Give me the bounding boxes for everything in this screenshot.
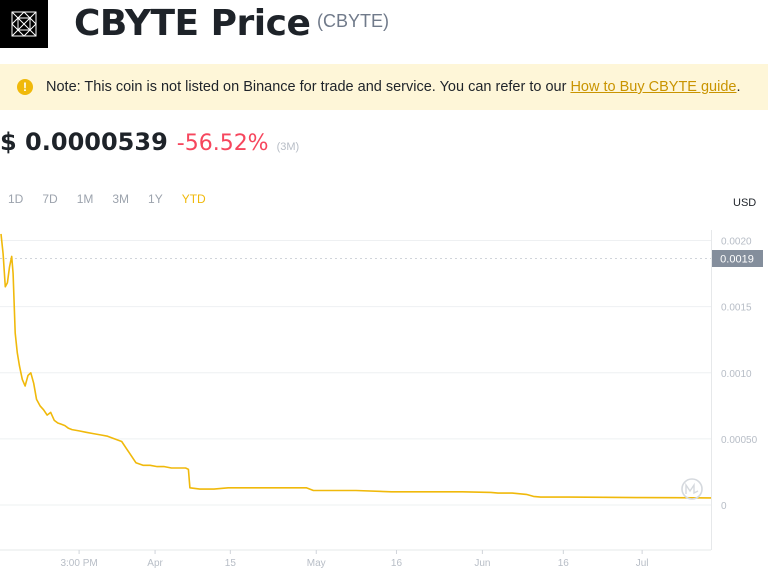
note-suffix: . [736,79,741,95]
y-tick-label: 0.0010 [721,369,752,380]
coinmarketcap-watermark-icon [681,478,703,500]
tab-1d[interactable]: 1D [8,192,24,206]
tab-7d[interactable]: 7D [42,192,58,206]
x-tick-label: 15 [225,558,237,569]
x-tick-label: 16 [558,558,570,569]
y-tick-label: 0.0015 [721,303,752,314]
x-tick-label: 3:00 PM [60,558,97,569]
y-tick-label: 0 [721,501,727,512]
price-change: -56.52% [176,131,269,156]
tab-3m[interactable]: 3M [112,192,130,206]
tab-1m[interactable]: 1M [76,192,94,206]
page-title: CBYTE Price [74,3,311,44]
how-to-buy-guide-link[interactable]: How to Buy CBYTE guide [570,79,737,95]
price-series-line [0,233,712,499]
x-tick-label: Apr [147,558,163,569]
currency-label: USD [733,197,757,209]
warning-icon: ! [17,79,33,95]
coin-symbol: (CBYTE) [317,11,389,31]
current-price-tag-label: 0.0019 [720,254,754,266]
y-tick-label: 0.0020 [721,237,752,248]
cbyte-logo-icon [0,0,48,48]
time-range-tabs: 1D 7D 1M 3M 1Y YTD [8,192,225,206]
listing-note-banner: ! Note: This coin is not listed on Binan… [0,64,768,110]
x-tick-label: Jul [636,558,649,569]
x-tick-label: 16 [391,558,403,569]
current-price-tag [712,250,763,267]
tab-1y[interactable]: 1Y [148,192,163,206]
y-tick-label: 0.00050 [721,435,758,446]
note-text: Note: This coin is not listed on Binance… [46,79,571,95]
tab-ytd[interactable]: YTD [181,192,206,206]
cbyte-logo-graphic [11,11,37,37]
price-row: $ 0.0000539 -56.52% (3M) [0,128,299,164]
current-price: $ 0.0000539 [0,128,168,156]
change-period: (3M) [276,141,300,153]
x-tick-label: Jun [474,558,490,569]
x-tick-label: May [307,558,326,569]
